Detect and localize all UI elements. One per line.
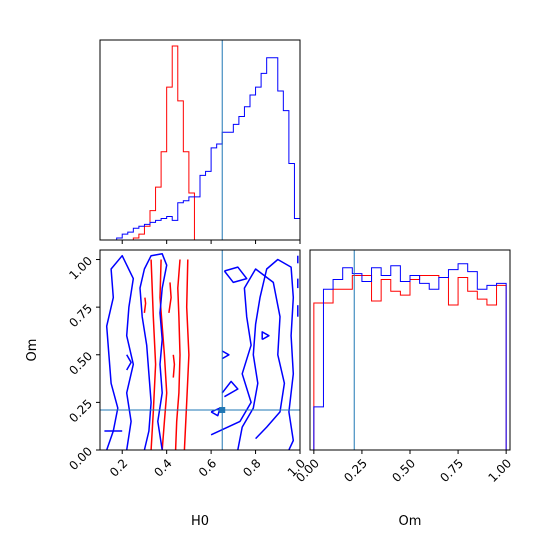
contour-xlabel: H0 bbox=[191, 514, 209, 529]
contour-frame bbox=[99, 249, 301, 451]
contour-series-1-curve-7 bbox=[261, 331, 270, 341]
h0-hist-series-1-step bbox=[100, 57, 301, 241]
contour-truth-marker bbox=[219, 407, 226, 413]
om-hist-xtick-label: 0.50 bbox=[389, 456, 418, 485]
om-hist-xtick-label: 0.75 bbox=[437, 456, 466, 485]
contour-series-0-curve-5 bbox=[143, 297, 147, 313]
contour-ylabel: Om bbox=[25, 339, 40, 362]
contour-series-1-curve-9 bbox=[210, 407, 221, 417]
h0-hist-series-0-step bbox=[100, 45, 300, 241]
contour-series-0-curve-6 bbox=[172, 354, 176, 378]
h0-hist-frame bbox=[99, 39, 301, 241]
contour-ytick-label: 0.75 bbox=[66, 301, 95, 330]
contour-group bbox=[104, 253, 299, 450]
contour-xtick-label: 0.6 bbox=[196, 456, 219, 479]
contour-ytick-label: 0.50 bbox=[66, 349, 95, 378]
om-hist-series-1-step bbox=[313, 263, 507, 450]
contour-series-0-curve-3 bbox=[183, 259, 190, 450]
om-hist-xtick-label: 0.25 bbox=[341, 456, 370, 485]
contour-series-1-curve-2 bbox=[237, 258, 295, 450]
contour-series-1-curve-6 bbox=[221, 350, 230, 360]
om-hist-xlabel: Om bbox=[399, 514, 422, 529]
contour-ytick-label: 1.00 bbox=[66, 254, 95, 283]
contour-series-1-curve-4 bbox=[223, 266, 248, 284]
contour-series-1-curve-1 bbox=[105, 254, 135, 450]
contour-series-1-curve-3 bbox=[210, 268, 286, 440]
om-hist-xtick-label: 1.00 bbox=[485, 456, 514, 485]
contour-xtick-label: 0.8 bbox=[240, 456, 263, 479]
contour-ytick-label: 0.00 bbox=[66, 444, 95, 473]
contour-series-0-curve-0 bbox=[159, 259, 168, 450]
om-hist-series-0-step bbox=[313, 275, 507, 450]
contour-series-1-curve-5 bbox=[221, 380, 239, 398]
contour-series-0-curve-2 bbox=[150, 259, 157, 450]
contour-ytick-label: 0.25 bbox=[66, 397, 95, 426]
contour-xtick-label: 0.2 bbox=[107, 456, 130, 479]
contour-xtick-label: 0.4 bbox=[151, 456, 174, 479]
contour-series-1-curve-0 bbox=[139, 253, 168, 450]
contour-series-1-curve-8 bbox=[126, 354, 132, 371]
contour-series-0-curve-4 bbox=[168, 282, 172, 314]
contour-series-0-curve-1 bbox=[174, 259, 181, 450]
